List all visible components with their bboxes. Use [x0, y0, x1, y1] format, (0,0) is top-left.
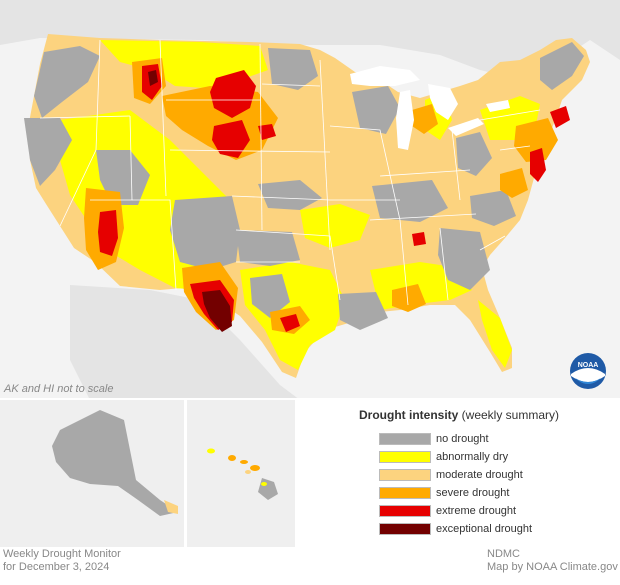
nodrought-northwest	[34, 46, 100, 118]
alaska-dry	[164, 500, 178, 514]
footer-credit: Map by NOAA Climate.gov	[487, 561, 618, 573]
alaska-land	[52, 410, 178, 516]
dry-central	[300, 204, 370, 248]
legend-label: exceptional drought	[436, 523, 533, 535]
legend-label: no drought	[436, 433, 489, 445]
severe-michigan	[412, 104, 438, 134]
legend-swatch	[379, 523, 431, 535]
nodrought-newengland	[540, 42, 584, 90]
hawaii-islands	[207, 448, 278, 500]
nodrought-kansas	[258, 180, 322, 210]
nodrought-newmexico	[170, 196, 240, 270]
legend-label: abnormally dry	[436, 451, 509, 463]
extreme-texas-central	[280, 314, 300, 332]
legend: Drought intensity (weekly summary) no dr…	[298, 400, 620, 547]
severe-northeast	[514, 118, 558, 162]
legend-title-rest: (weekly summary)	[458, 408, 560, 422]
nodrought-wa-or	[24, 118, 72, 186]
nodrought-carolina	[470, 190, 516, 226]
legend-swatch	[379, 433, 431, 445]
lake-erie	[448, 118, 484, 136]
extreme-montana	[210, 70, 256, 118]
severe-virginia	[500, 168, 528, 198]
legend-swatch	[379, 469, 431, 481]
legend-swatch	[379, 487, 431, 499]
nodrought-louisiana	[338, 292, 388, 330]
inset-scale-note: AK and HI not to scale	[4, 383, 114, 395]
footer-title: Weekly Drought Monitor	[3, 548, 121, 560]
nodrought-tennessee	[372, 180, 448, 222]
legend-label: severe drought	[436, 487, 510, 499]
exceptional-montana	[148, 70, 158, 86]
footer-source: NDMC	[487, 548, 520, 560]
legend-label: extreme drought	[436, 505, 517, 517]
noaa-logo-text: NOAA	[578, 362, 599, 369]
nodrought-oklahoma	[236, 230, 300, 266]
legend-title-bold: Drought intensity	[359, 408, 459, 422]
lake-michigan	[396, 90, 414, 150]
noaa-logo: NOAA	[570, 353, 606, 389]
extreme-tennessee	[412, 232, 426, 246]
state-borders	[39, 39, 541, 306]
footer-left: Weekly Drought Monitor for December 3, 2…	[3, 548, 121, 574]
lake-superior	[350, 66, 420, 86]
lake-huron	[428, 84, 458, 120]
footer-right: NDMC Map by NOAA Climate.gov	[487, 548, 618, 574]
mexico-land	[70, 285, 300, 400]
nodrought-wisconsin	[352, 86, 400, 134]
legend-title: Drought intensity (weekly summary)	[359, 408, 559, 422]
lake-ontario	[486, 100, 510, 112]
extreme-arizona	[98, 210, 118, 256]
canada-land	[0, 0, 620, 80]
exceptional-texas	[202, 290, 232, 332]
legend-swatch	[379, 451, 431, 463]
extreme-wyoming	[212, 120, 250, 158]
footer-date: for December 3, 2024	[3, 561, 110, 573]
extreme-newjersey	[530, 148, 546, 182]
nodrought-nd	[268, 48, 318, 90]
legend-label: moderate drought	[436, 469, 523, 481]
severe-mississippi	[392, 284, 426, 312]
legend-swatch	[379, 505, 431, 517]
nodrought-ohio	[456, 132, 492, 176]
nodrought-georgia	[438, 228, 490, 290]
hawaii-panel	[187, 400, 295, 547]
extreme-massachusetts	[550, 106, 570, 128]
nodrought-west-texas	[250, 274, 290, 318]
dry-florida	[478, 300, 512, 368]
extreme-sd	[258, 124, 276, 140]
